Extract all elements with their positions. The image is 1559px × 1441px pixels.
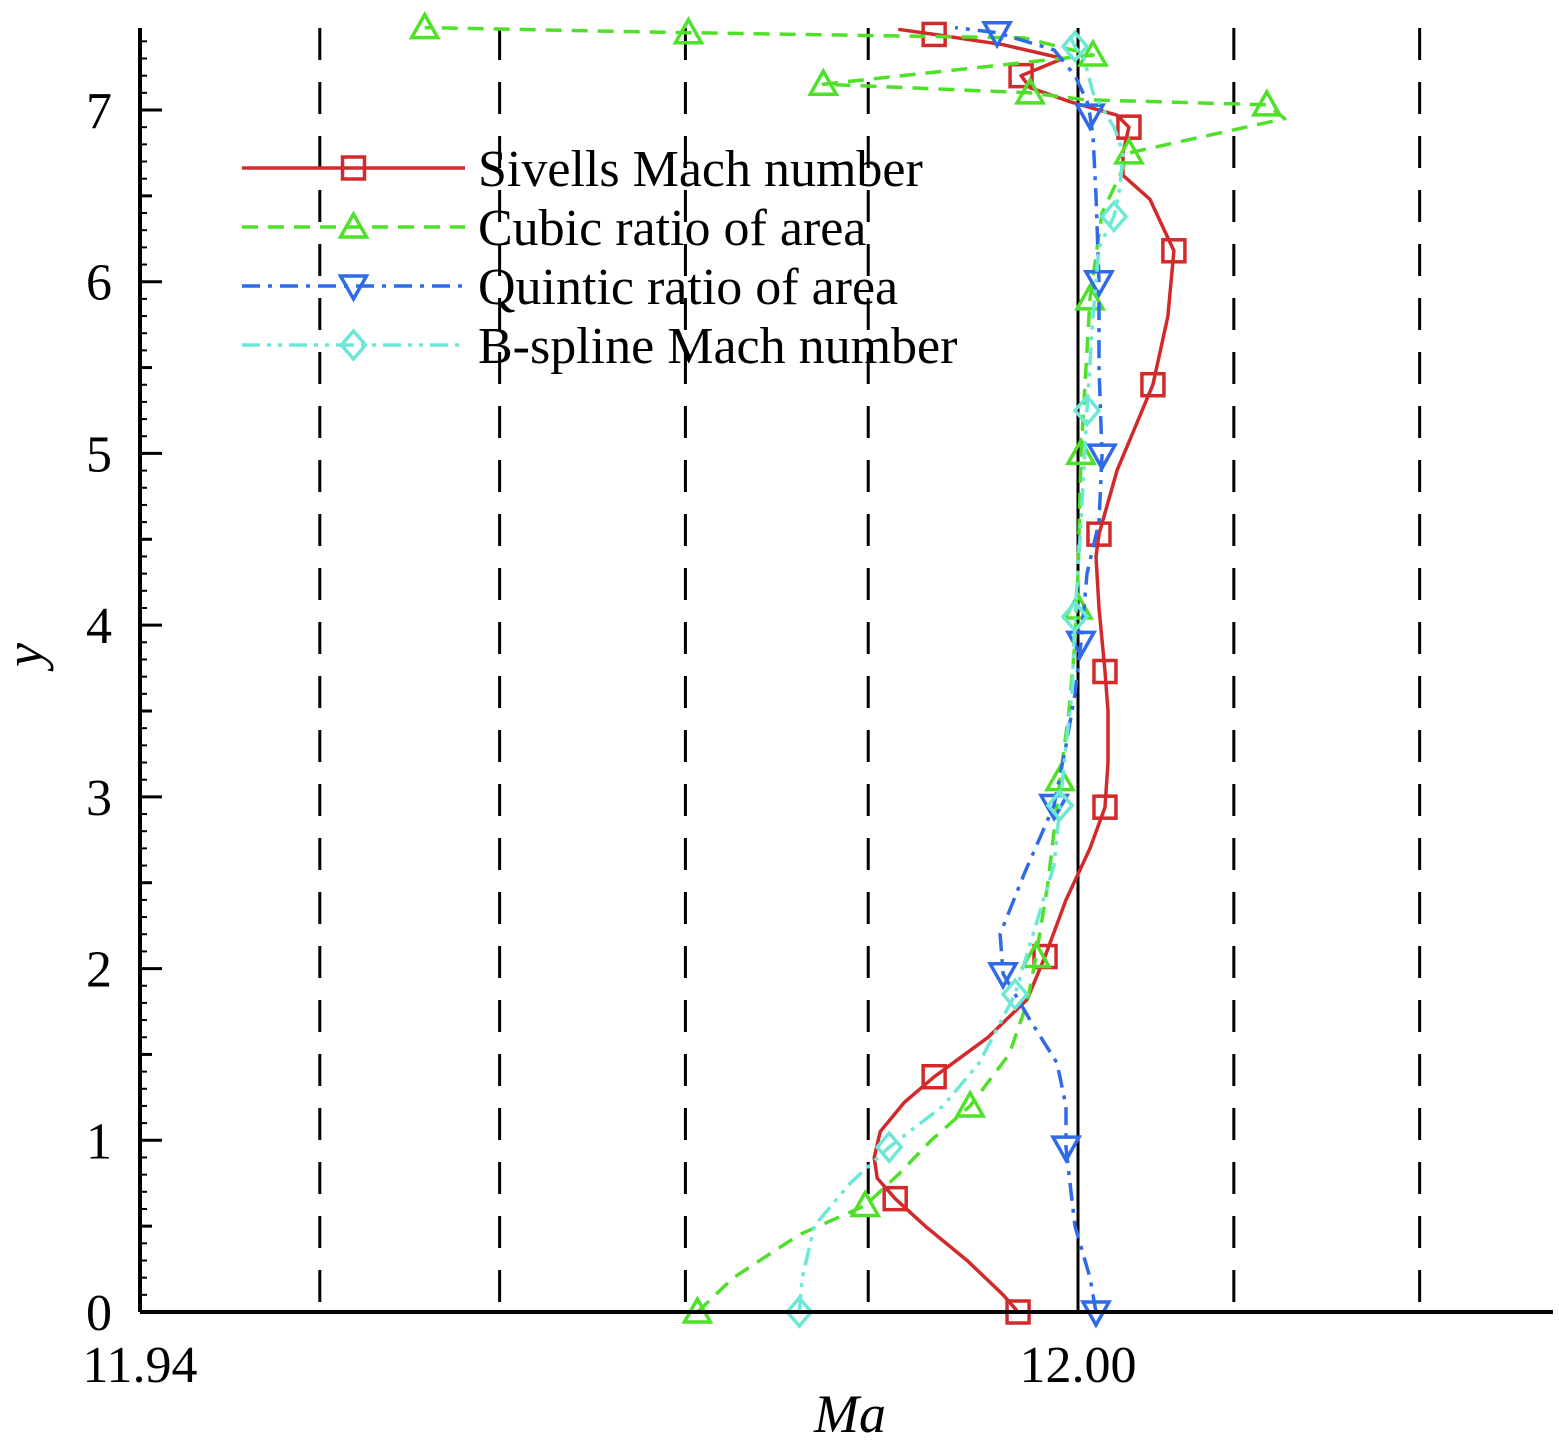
x-tick-label-1: 11.94 bbox=[82, 1337, 197, 1394]
series-2-marker bbox=[807, 67, 840, 96]
series-3-marker bbox=[981, 20, 1014, 50]
series-layer bbox=[408, 11, 1287, 1329]
series-2-marker bbox=[672, 16, 705, 45]
series-4-marker bbox=[784, 1295, 814, 1329]
series-3-marker bbox=[1082, 269, 1115, 299]
x-tick-label-2: 12.00 bbox=[1020, 1337, 1137, 1394]
series-1-marker bbox=[1140, 371, 1166, 398]
series-1 bbox=[872, 21, 1187, 1325]
series-1-marker bbox=[1086, 521, 1112, 547]
series-1-marker bbox=[1092, 658, 1118, 685]
legend-label-1: Sivells Mach number bbox=[478, 141, 923, 198]
ticks-layer: 0 1 2 3 4 5 6 7 11.94 12.00 bbox=[82, 40, 1137, 1394]
series-2-marker bbox=[954, 1089, 987, 1118]
series-2-marker bbox=[1112, 136, 1145, 165]
legend-marker-1 bbox=[340, 155, 367, 181]
series-4-marker bbox=[874, 1130, 904, 1164]
y-tick-label-6: 6 bbox=[86, 255, 112, 312]
series-2-marker bbox=[1014, 76, 1047, 105]
legend-label-4: B-spline Mach number bbox=[478, 318, 957, 375]
series-3-marker bbox=[1085, 443, 1118, 472]
series-1-marker bbox=[1092, 794, 1118, 820]
series-2-marker bbox=[1250, 88, 1283, 117]
legend-marker-4 bbox=[339, 328, 368, 362]
legend-label-2: Cubic ratio of area bbox=[478, 200, 866, 257]
series-2-marker bbox=[849, 1188, 882, 1218]
series-2-marker bbox=[1020, 939, 1053, 969]
legend-marker-3 bbox=[337, 274, 370, 303]
series-3-marker bbox=[987, 961, 1020, 991]
series-4 bbox=[784, 29, 1129, 1329]
series-4-marker bbox=[1099, 199, 1129, 234]
y-axis-title: y bbox=[0, 643, 54, 672]
y-tick-label-4: 4 bbox=[86, 598, 112, 655]
series-4-marker bbox=[1060, 29, 1090, 64]
y-tick-label-2: 2 bbox=[86, 942, 112, 999]
series-2-marker bbox=[1064, 436, 1097, 466]
y-tick-label-5: 5 bbox=[86, 426, 112, 483]
y-tick-label-3: 3 bbox=[86, 770, 112, 827]
series-line-4 bbox=[797, 33, 1125, 1313]
series-3-marker bbox=[1050, 1135, 1083, 1164]
series-line-3 bbox=[954, 25, 1104, 1313]
axes-layer bbox=[138, 28, 1553, 1314]
legend-label-3: Quintic ratio of area bbox=[478, 259, 898, 316]
series-4-marker bbox=[1000, 977, 1030, 1012]
legend-marker-2 bbox=[337, 210, 370, 239]
series-2-marker bbox=[408, 11, 441, 40]
series-3-marker bbox=[1073, 103, 1106, 132]
series-4-marker bbox=[1060, 599, 1090, 634]
series-4-marker bbox=[1045, 788, 1075, 823]
series-2-marker bbox=[1073, 282, 1106, 311]
x-axis-title: Ma bbox=[813, 1384, 886, 1441]
series-1-marker bbox=[921, 1064, 947, 1090]
y-tick-label-0: 0 bbox=[86, 1285, 112, 1342]
series-1-marker bbox=[921, 21, 947, 48]
series-2-marker bbox=[1076, 38, 1109, 67]
series-1-marker bbox=[1008, 62, 1034, 89]
series-3 bbox=[954, 20, 1118, 1329]
y-tick-label-1: 1 bbox=[86, 1113, 112, 1170]
series-4-marker bbox=[1072, 393, 1102, 428]
series-line-1 bbox=[872, 27, 1176, 1314]
series-1-marker bbox=[882, 1185, 908, 1212]
series-1-marker bbox=[1161, 238, 1187, 264]
y-tick-label-7: 7 bbox=[86, 83, 112, 140]
